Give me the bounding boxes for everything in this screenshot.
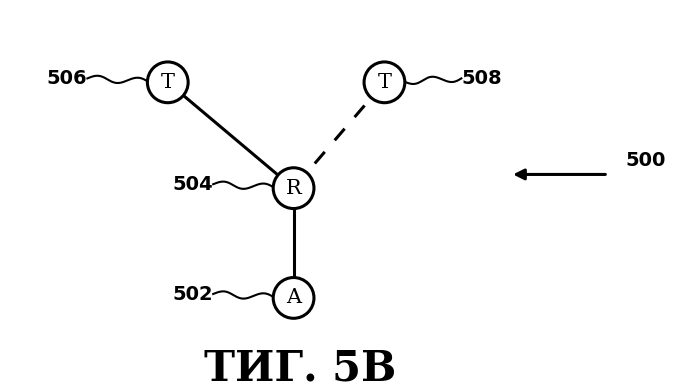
Text: 502: 502 [173,285,213,303]
Text: 504: 504 [173,175,213,194]
Text: 506: 506 [47,69,87,88]
Text: R: R [286,179,301,198]
Ellipse shape [273,168,314,209]
Text: ΤИГ. 5B: ΤИГ. 5B [204,347,397,390]
Text: A: A [286,289,301,307]
Ellipse shape [364,62,405,103]
Text: T: T [161,73,175,92]
Ellipse shape [273,278,314,318]
Text: 508: 508 [461,69,502,88]
Text: T: T [377,73,391,92]
Text: 500: 500 [626,151,666,170]
Ellipse shape [147,62,188,103]
